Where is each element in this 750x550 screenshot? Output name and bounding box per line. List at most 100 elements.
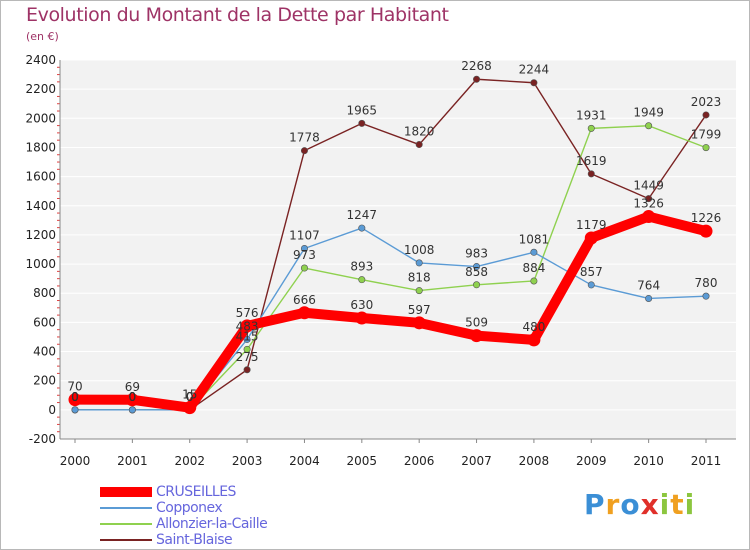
x-tick-label: 2004 — [289, 454, 320, 468]
y-tick-label: 1400 — [25, 199, 56, 213]
legend-swatch — [100, 523, 152, 525]
data-point — [300, 147, 308, 155]
data-label: 884 — [522, 261, 545, 275]
legend-swatch — [100, 539, 152, 541]
y-tick-label: 600 — [33, 315, 56, 329]
data-point — [358, 224, 366, 232]
data-label: 1799 — [691, 128, 722, 142]
data-label: 483 — [236, 319, 259, 333]
x-tick-label: 2008 — [519, 454, 550, 468]
y-tick-label: 1200 — [25, 228, 56, 242]
data-label: 1326 — [633, 197, 664, 211]
data-label: 509 — [465, 316, 488, 330]
data-point — [470, 329, 484, 343]
data-label: 1619 — [576, 154, 607, 168]
data-label: 2023 — [691, 95, 722, 109]
data-label: 1778 — [289, 131, 320, 145]
logo-letter: o — [620, 488, 641, 521]
y-tick-label: 400 — [33, 345, 56, 359]
y-tick-label: 800 — [33, 286, 56, 300]
data-label: 1449 — [633, 179, 664, 193]
data-point — [473, 75, 481, 83]
data-label: 893 — [350, 260, 373, 274]
data-point — [699, 224, 713, 238]
legend-label: CRUSEILLES — [156, 484, 236, 500]
y-tick-label: 2200 — [25, 82, 56, 96]
data-label: 597 — [408, 303, 431, 317]
x-tick-label: 2006 — [404, 454, 435, 468]
data-point — [642, 210, 656, 224]
data-label: 0 — [129, 390, 137, 404]
y-tick-label: 1000 — [25, 257, 56, 271]
logo-letter: i — [659, 488, 671, 521]
data-label: 0 — [129, 390, 137, 404]
data-label: 858 — [465, 265, 488, 279]
data-label: 2244 — [519, 63, 550, 77]
y-tick-label: 0 — [48, 403, 56, 417]
logo-letter: x — [640, 488, 660, 521]
y-tick-label: 1800 — [25, 140, 56, 154]
legend-label: Copponex — [156, 500, 223, 516]
data-point — [587, 124, 595, 132]
data-point — [297, 306, 311, 320]
data-label: 1247 — [347, 208, 378, 222]
data-label: 576 — [236, 306, 259, 320]
y-tick-label: 2000 — [25, 111, 56, 125]
logo-letter: t — [670, 488, 685, 521]
y-tick-label: -200 — [29, 432, 56, 446]
legend-label: Allonzier-la-Caille — [156, 516, 268, 532]
data-point — [587, 281, 595, 289]
data-point — [300, 264, 308, 272]
data-label: 666 — [293, 293, 316, 307]
y-tick-label: 200 — [33, 374, 56, 388]
data-label: 15 — [182, 388, 197, 402]
data-label: 0 — [71, 390, 79, 404]
y-tick-label: 1600 — [25, 170, 56, 184]
logo-letter: r — [605, 488, 621, 521]
data-label: 780 — [695, 276, 718, 290]
data-point — [473, 263, 481, 271]
data-label: 0 — [71, 390, 79, 404]
data-point — [183, 401, 197, 415]
logo-letter: P — [584, 488, 606, 521]
legend-swatch — [100, 487, 152, 497]
data-label: 1226 — [691, 211, 722, 225]
data-label: 1965 — [347, 103, 378, 117]
data-label: 1081 — [519, 232, 550, 246]
data-point — [243, 366, 251, 374]
x-tick-label: 2009 — [576, 454, 607, 468]
data-point — [412, 316, 426, 330]
data-point — [645, 294, 653, 302]
data-label: 275 — [236, 350, 259, 364]
data-point — [243, 345, 251, 353]
data-point — [240, 319, 254, 333]
data-label: 973 — [293, 248, 316, 262]
data-label: 1931 — [576, 108, 607, 122]
x-tick-label: 2010 — [633, 454, 664, 468]
proxiti-logo: Proxiti — [584, 488, 695, 521]
chart-unit-label: (en €) — [26, 30, 59, 43]
data-point — [702, 144, 710, 152]
data-label: 69 — [125, 380, 140, 394]
data-point — [128, 406, 136, 414]
data-point — [415, 141, 423, 149]
x-tick-label: 2003 — [232, 454, 263, 468]
data-label: 983 — [465, 247, 488, 261]
data-point — [530, 79, 538, 87]
data-point — [243, 335, 251, 343]
data-point — [358, 276, 366, 284]
x-tick-label: 2001 — [117, 454, 148, 468]
x-tick-label: 2000 — [60, 454, 91, 468]
data-point — [415, 259, 423, 267]
legend-swatch — [100, 507, 152, 509]
data-label: 0 — [129, 390, 137, 404]
data-point — [527, 333, 541, 347]
data-point — [702, 292, 710, 300]
data-point — [645, 122, 653, 130]
data-label: 2268 — [461, 59, 492, 73]
data-label: 1949 — [633, 106, 664, 120]
legend-label: Saint-Blaise — [156, 532, 233, 548]
data-label: 630 — [350, 298, 373, 312]
data-point — [71, 406, 79, 414]
